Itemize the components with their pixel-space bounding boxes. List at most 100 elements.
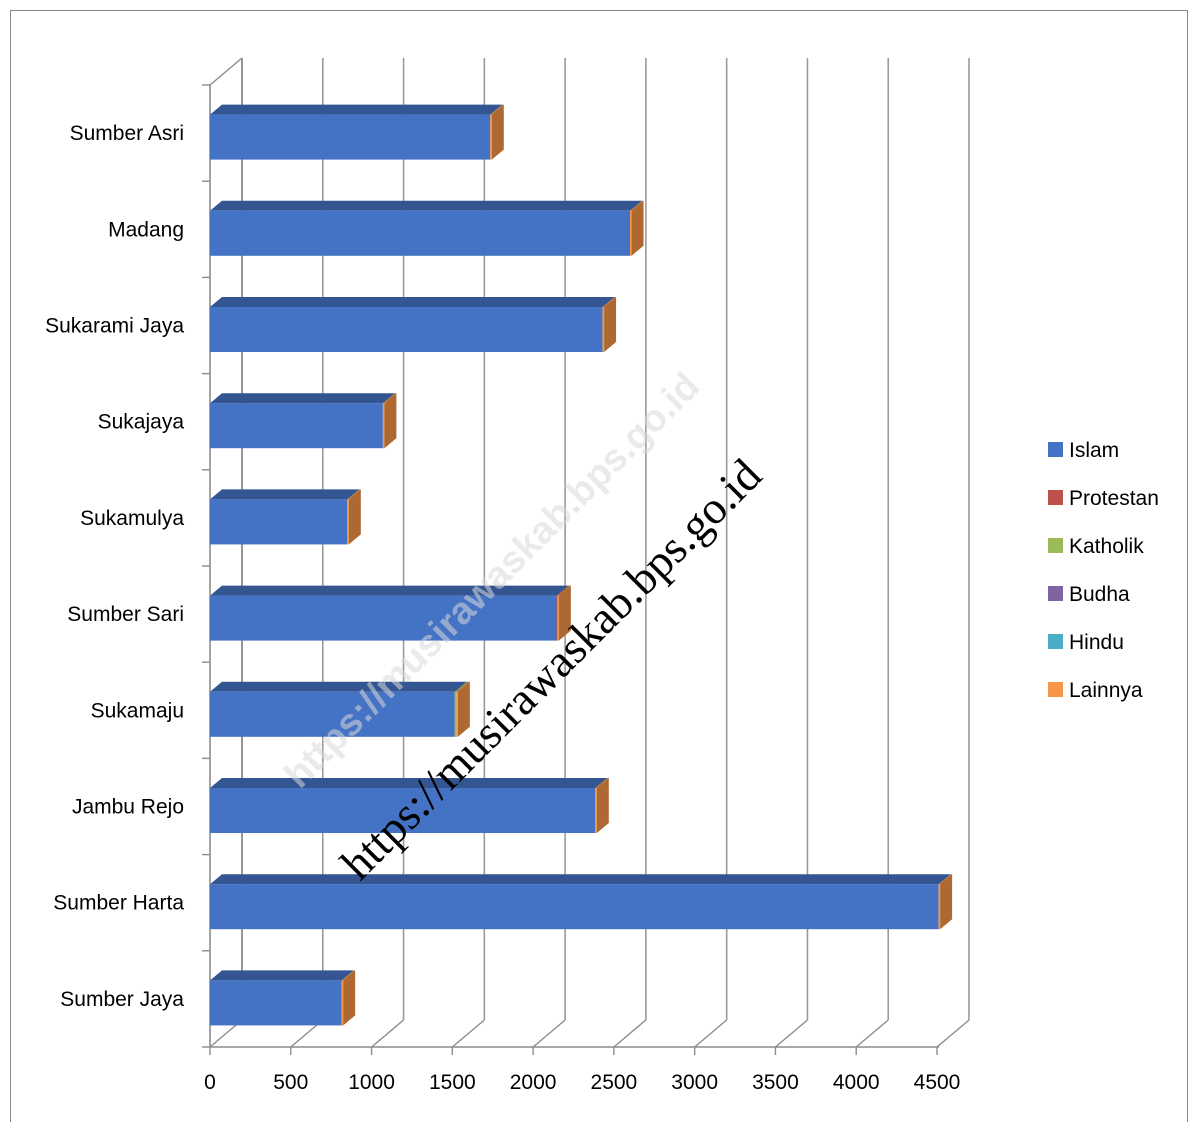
floor-line	[694, 1019, 728, 1048]
legend-label: Katholik	[1069, 535, 1144, 558]
bar-top-lainnya	[557, 585, 571, 596]
legend-swatch	[1048, 682, 1063, 697]
side-wall-top	[209, 57, 243, 86]
floor-line	[371, 1019, 405, 1048]
floor-line	[855, 1019, 889, 1048]
category-label: Sukamaju	[91, 699, 184, 722]
bar-top-islam	[210, 104, 503, 115]
bar-top-lainnya	[595, 778, 609, 788]
bar-group	[210, 970, 356, 1026]
bar-lainnya	[382, 403, 385, 449]
bar-top-lainnya	[382, 393, 397, 404]
x-tick-label: 3500	[752, 1071, 799, 1094]
bar-islam	[210, 114, 491, 160]
floor-line	[613, 1019, 647, 1048]
x-tick-label: 1500	[429, 1071, 476, 1094]
floor-line	[451, 1019, 485, 1048]
bar-lainnya	[341, 980, 344, 1026]
legend-label: Hindu	[1069, 631, 1124, 654]
bar-islam	[210, 210, 631, 256]
bar-top-islam	[210, 585, 569, 596]
bar-top-lainnya	[602, 297, 617, 307]
bar-group	[210, 393, 397, 449]
x-tick-label: 2000	[510, 1071, 557, 1094]
y-axis-ticks	[202, 84, 210, 1048]
bars	[210, 104, 953, 1026]
bar-lainnya	[630, 210, 632, 256]
legend-label: Lainnya	[1069, 679, 1143, 702]
category-label: Sukarami Jaya	[45, 315, 184, 338]
bar-group	[210, 297, 617, 352]
bar-protestan	[556, 595, 559, 641]
x-tick-label: 0	[204, 1071, 216, 1094]
bar-katholik	[454, 691, 457, 737]
legend-item: Hindu	[1048, 631, 1124, 654]
legend-item: Protestan	[1048, 487, 1159, 510]
x-tick-label: 3000	[671, 1071, 718, 1094]
x-tick-label: 4500	[914, 1071, 961, 1094]
chart-frame	[10, 10, 1188, 1122]
floor-line	[774, 1019, 808, 1048]
bar-top-katholik	[454, 681, 469, 692]
bar-top-lainnya	[456, 681, 470, 692]
legend-swatch	[1048, 634, 1063, 649]
bar-top-lainnya	[630, 200, 644, 211]
category-label: Sumber Asri	[70, 122, 184, 145]
legend-item: Katholik	[1048, 535, 1144, 558]
legend-swatch	[1048, 442, 1063, 457]
x-axis-ticks: 0 500 1000 1500 2000 2500 3000 3500 4000 4500	[204, 1047, 960, 1094]
bar-group	[210, 104, 504, 160]
bar-group	[210, 778, 609, 833]
bar-side-lainnya	[940, 874, 953, 930]
bar-side-lainnya	[558, 585, 571, 641]
x-tick-label: 1000	[348, 1071, 395, 1094]
bar-group	[210, 200, 644, 256]
bar-lainnya	[456, 691, 458, 737]
category-label: Jambu Rejo	[72, 796, 184, 819]
bar-top-islam	[210, 489, 360, 500]
bar-top-lainnya	[341, 970, 356, 981]
bar-top-islam	[210, 778, 608, 788]
legend-label: Islam	[1069, 439, 1119, 462]
bar-side-lainnya	[596, 778, 609, 833]
bar-top-islam	[210, 297, 615, 307]
x-tick-label: 4000	[833, 1071, 880, 1094]
bar-top-lainnya	[490, 104, 504, 115]
bar-side-lainnya	[343, 970, 356, 1026]
bar-side-lainnya	[457, 681, 470, 737]
category-label: Sumber Jaya	[60, 988, 184, 1011]
legend-item: Lainnya	[1048, 679, 1143, 702]
bar-top-islam	[210, 970, 354, 981]
bar-lainnya	[938, 884, 941, 930]
legend-item: Islam	[1048, 439, 1119, 462]
legend: Islam Protestan Katholik Budha Hindu Lainnya	[1048, 439, 1159, 702]
bar-top-islam	[210, 681, 467, 692]
bar-side-lainnya	[348, 489, 361, 545]
category-label: Sumber Sari	[67, 603, 184, 626]
legend-swatch	[1048, 586, 1063, 601]
bar-group	[210, 681, 470, 737]
floor-line	[532, 1019, 566, 1048]
category-label: Sukamulya	[80, 507, 184, 530]
bar-top-lainnya	[938, 874, 953, 885]
bar-islam	[210, 884, 939, 930]
bar-islam	[210, 595, 557, 641]
bar-top-lainnya	[347, 489, 361, 500]
bar-islam	[210, 788, 596, 833]
bar-group	[210, 489, 361, 545]
bar-side-lainnya	[491, 104, 504, 160]
bar-islam	[210, 691, 455, 737]
bar-lainnya	[490, 114, 492, 160]
floor-line	[936, 1019, 970, 1048]
legend-swatch	[1048, 538, 1063, 553]
x-tick-label: 500	[273, 1071, 308, 1094]
category-label: Madang	[108, 218, 184, 241]
bar-group	[210, 585, 571, 641]
legend-swatch	[1048, 490, 1063, 505]
bar-top-islam	[210, 200, 643, 211]
bar-group	[210, 874, 953, 930]
category-label: Sukajaya	[98, 411, 185, 434]
bar-islam	[210, 980, 342, 1026]
bar-islam	[210, 499, 348, 545]
